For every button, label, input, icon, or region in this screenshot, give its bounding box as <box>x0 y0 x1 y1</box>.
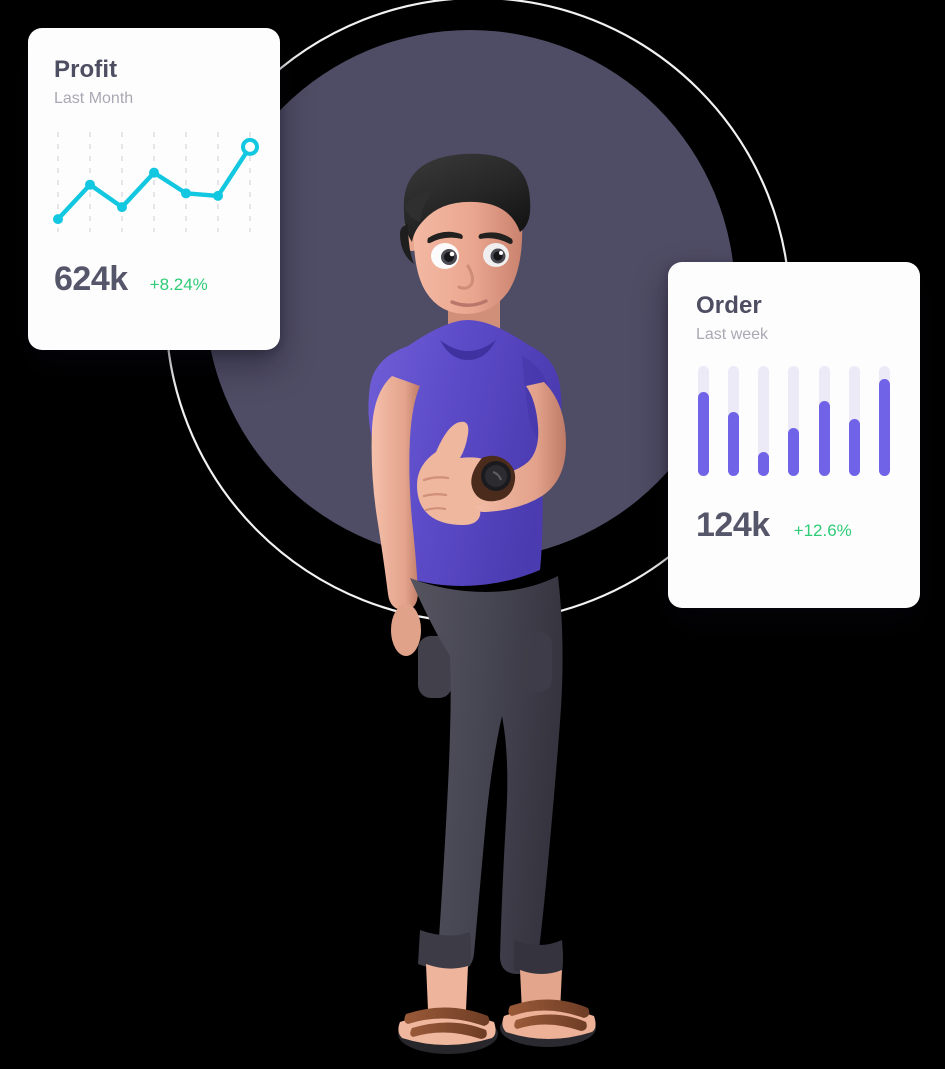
order-bar-track <box>788 366 800 476</box>
profit-value: 624k <box>54 260 128 298</box>
order-bar-fill <box>698 392 709 476</box>
profit-point <box>213 190 223 201</box>
profit-card-title: Profit <box>54 56 118 83</box>
profit-line-chart <box>53 130 259 234</box>
order-bar-fill <box>788 427 800 476</box>
order-value: 124k <box>696 506 770 544</box>
profit-point-active <box>241 137 259 156</box>
order-bar-slot <box>788 366 800 476</box>
order-bar-fill <box>818 401 830 476</box>
profit-delta-badge: +8.24% <box>149 275 208 294</box>
profit-data-points <box>53 137 259 225</box>
profit-point <box>181 188 191 199</box>
order-bar-slot <box>818 366 830 476</box>
order-bar-track <box>758 366 770 476</box>
profit-card[interactable]: Profit Last Month 624k +8.24% <box>28 28 280 350</box>
profit-point <box>117 202 127 213</box>
order-card[interactable]: Order Last week 124k +12.6% <box>668 262 920 608</box>
order-bar-slot <box>878 366 890 476</box>
order-bar-slot <box>758 366 770 476</box>
order-bar-fill <box>758 451 770 476</box>
order-delta-badge: +12.6% <box>793 521 852 540</box>
profit-card-footer: 624k +8.24% <box>54 260 254 299</box>
profit-point <box>85 179 95 190</box>
order-card-footer: 124k +12.6% <box>696 506 892 545</box>
order-bar-chart <box>696 366 892 476</box>
profit-point <box>53 214 63 225</box>
profit-card-subtitle: Last Month <box>54 90 134 107</box>
order-card-subtitle: Last week <box>696 326 769 343</box>
profit-line-chart-svg <box>53 132 259 232</box>
profit-point <box>149 167 159 178</box>
order-bar-slot <box>728 366 740 476</box>
order-bar-slot <box>698 366 709 476</box>
order-bar-list <box>696 366 892 476</box>
order-bar-fill <box>728 412 740 476</box>
character-illustration <box>368 153 596 1054</box>
order-card-title: Order <box>696 292 762 319</box>
order-bar-slot <box>848 366 860 476</box>
order-bar-fill <box>848 418 860 476</box>
order-bar-fill <box>878 379 890 476</box>
